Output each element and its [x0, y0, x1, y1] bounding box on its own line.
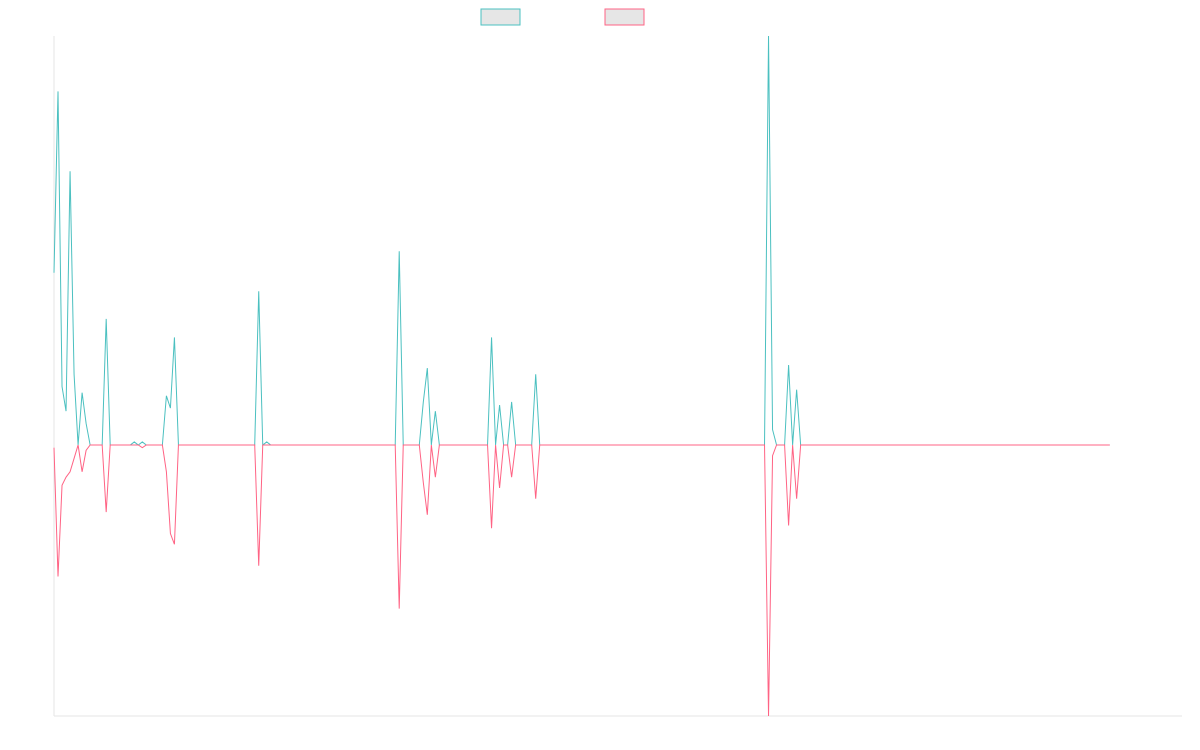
series-line-2	[53, 444, 1110, 717]
chart-axes	[53, 36, 1182, 717]
chart-legend	[480, 8, 645, 26]
legend-swatch-2[interactable]	[604, 8, 645, 26]
series-layer	[53, 35, 1110, 717]
legend-swatch-1[interactable]	[480, 8, 521, 26]
series-line-1	[53, 35, 1110, 446]
